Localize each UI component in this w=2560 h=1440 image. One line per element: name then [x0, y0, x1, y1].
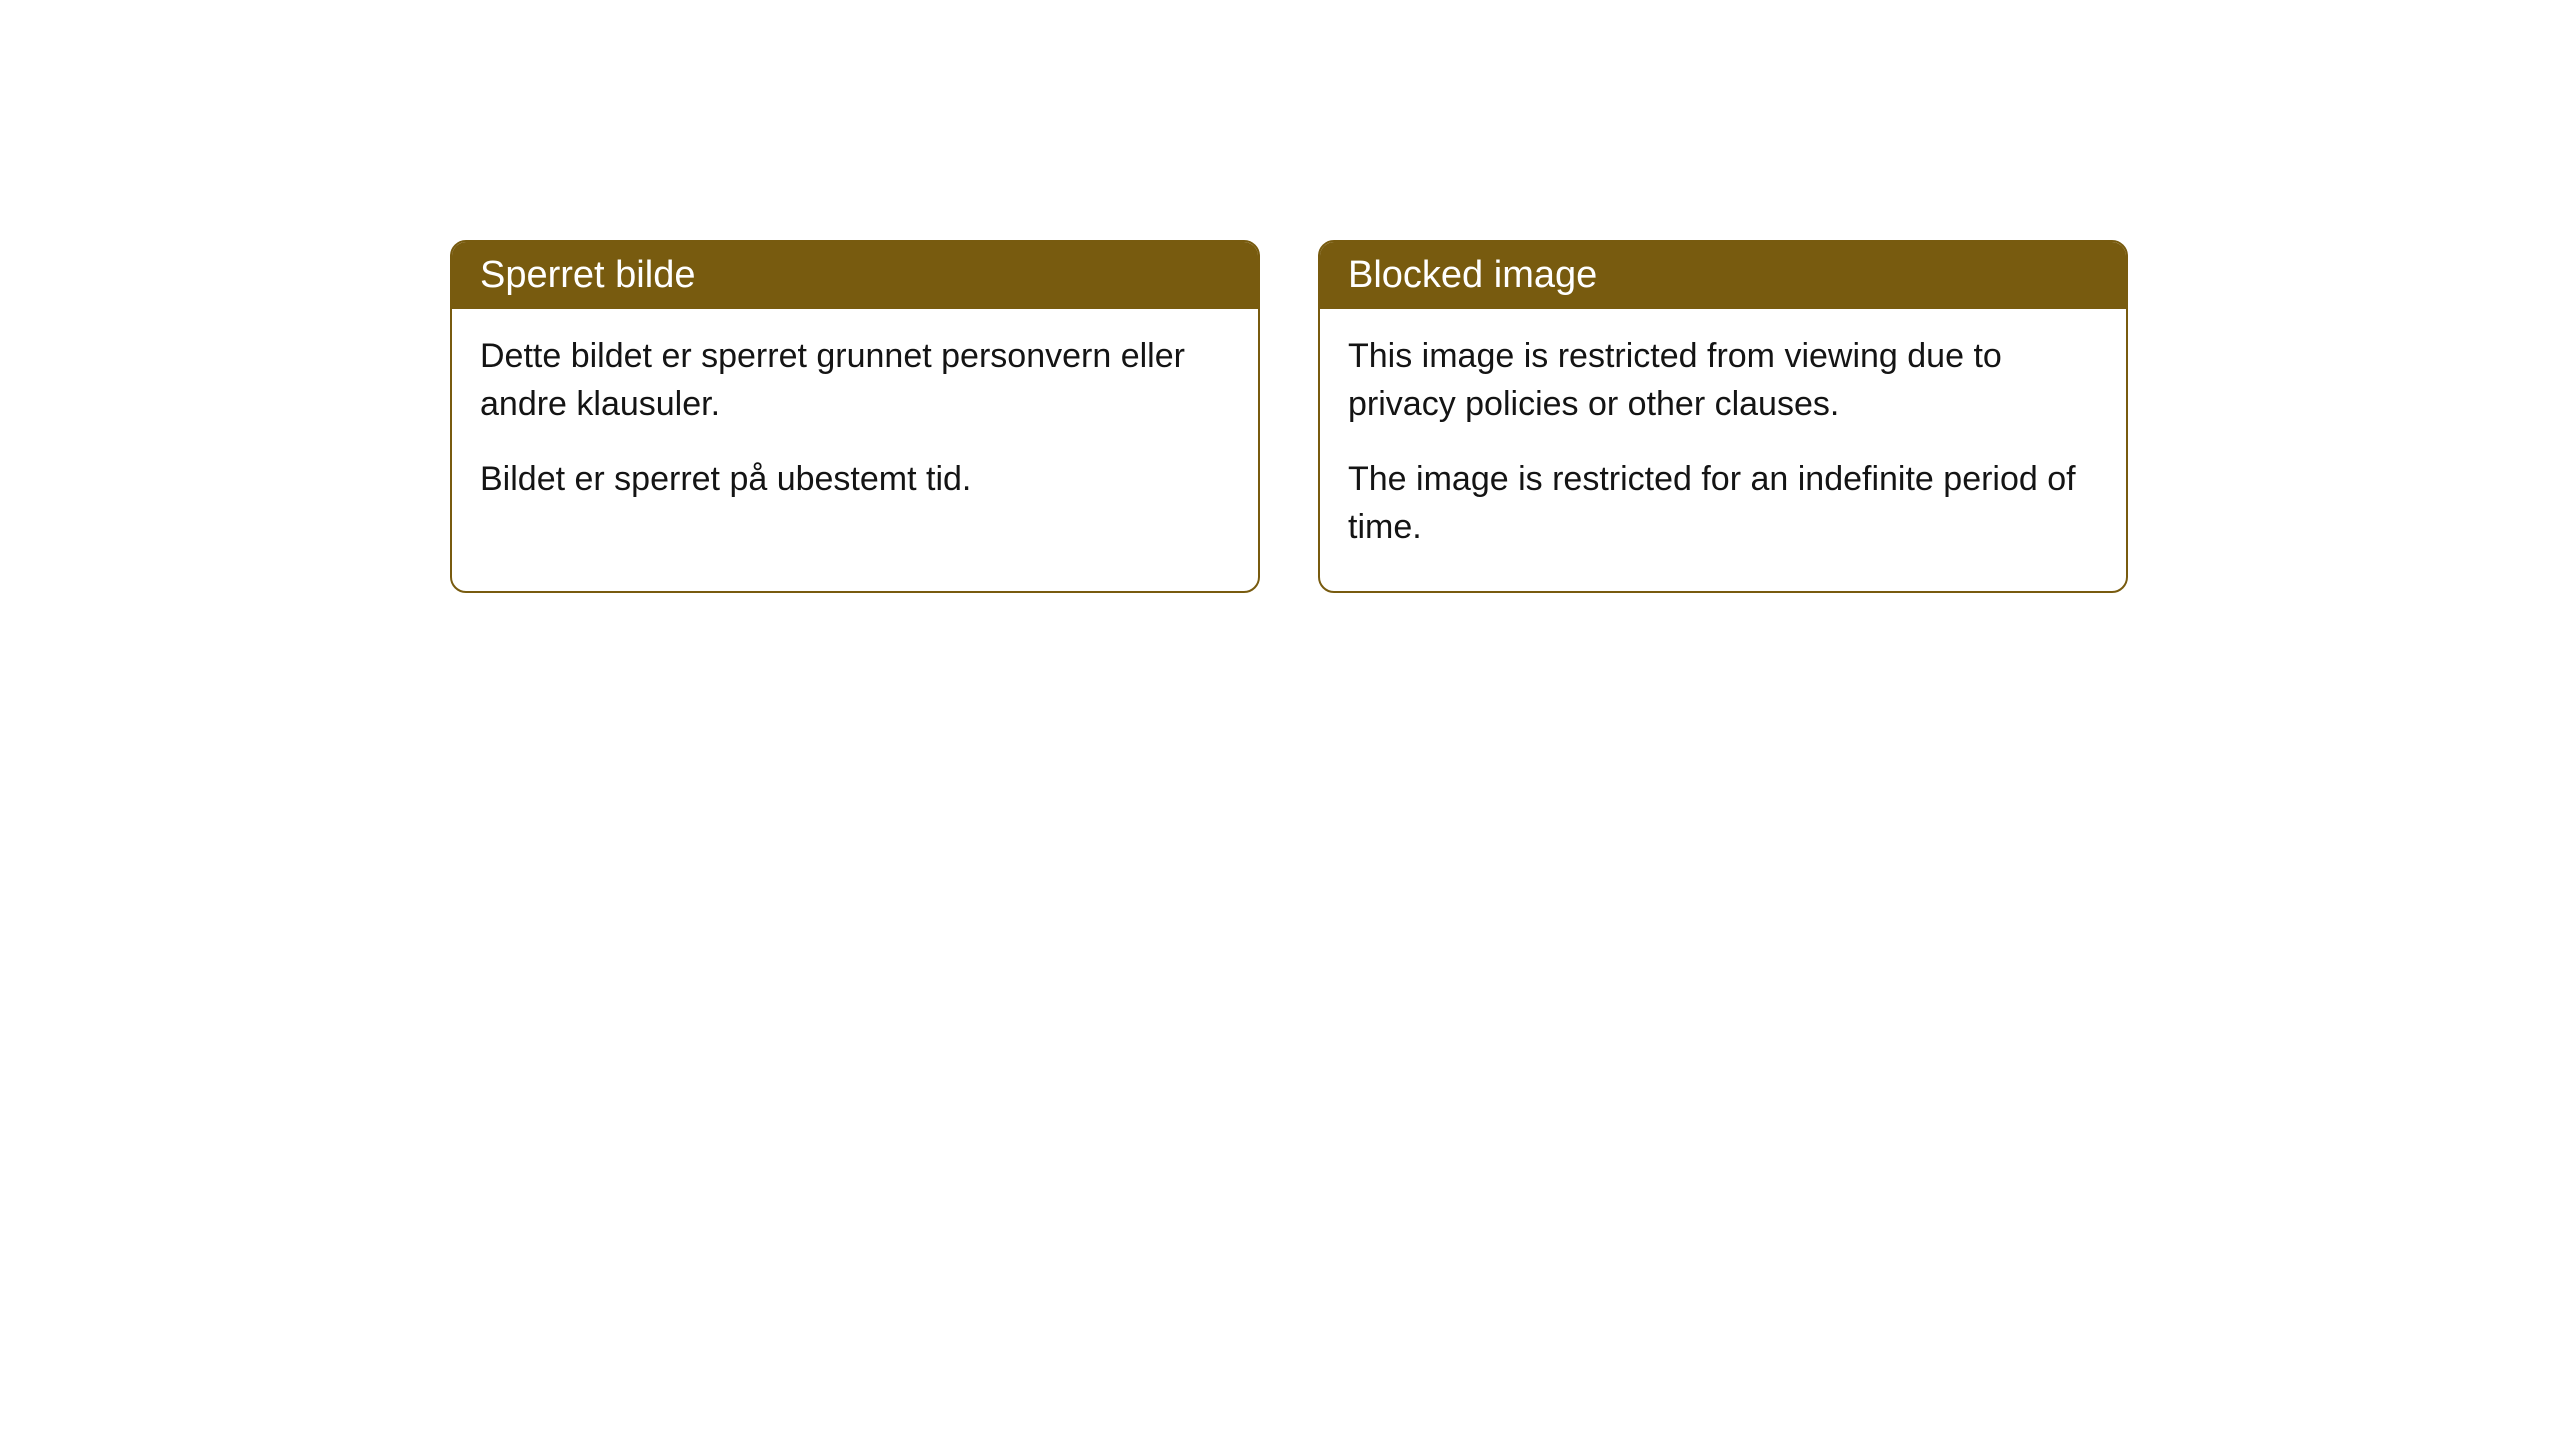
notice-paragraph: The image is restricted for an indefinit…	[1348, 456, 2098, 551]
card-header: Sperret bilde	[452, 242, 1258, 309]
notice-card-english: Blocked image This image is restricted f…	[1318, 240, 2128, 593]
notice-paragraph: Dette bildet er sperret grunnet personve…	[480, 333, 1230, 428]
card-title: Blocked image	[1348, 254, 1597, 296]
notice-card-norwegian: Sperret bilde Dette bildet er sperret gr…	[450, 240, 1260, 593]
card-title: Sperret bilde	[480, 254, 695, 296]
notice-paragraph: This image is restricted from viewing du…	[1348, 333, 2098, 428]
notice-cards-container: Sperret bilde Dette bildet er sperret gr…	[450, 240, 2560, 593]
card-header: Blocked image	[1320, 242, 2126, 309]
notice-paragraph: Bildet er sperret på ubestemt tid.	[480, 456, 1230, 504]
card-body: Dette bildet er sperret grunnet personve…	[452, 309, 1258, 544]
card-body: This image is restricted from viewing du…	[1320, 309, 2126, 591]
